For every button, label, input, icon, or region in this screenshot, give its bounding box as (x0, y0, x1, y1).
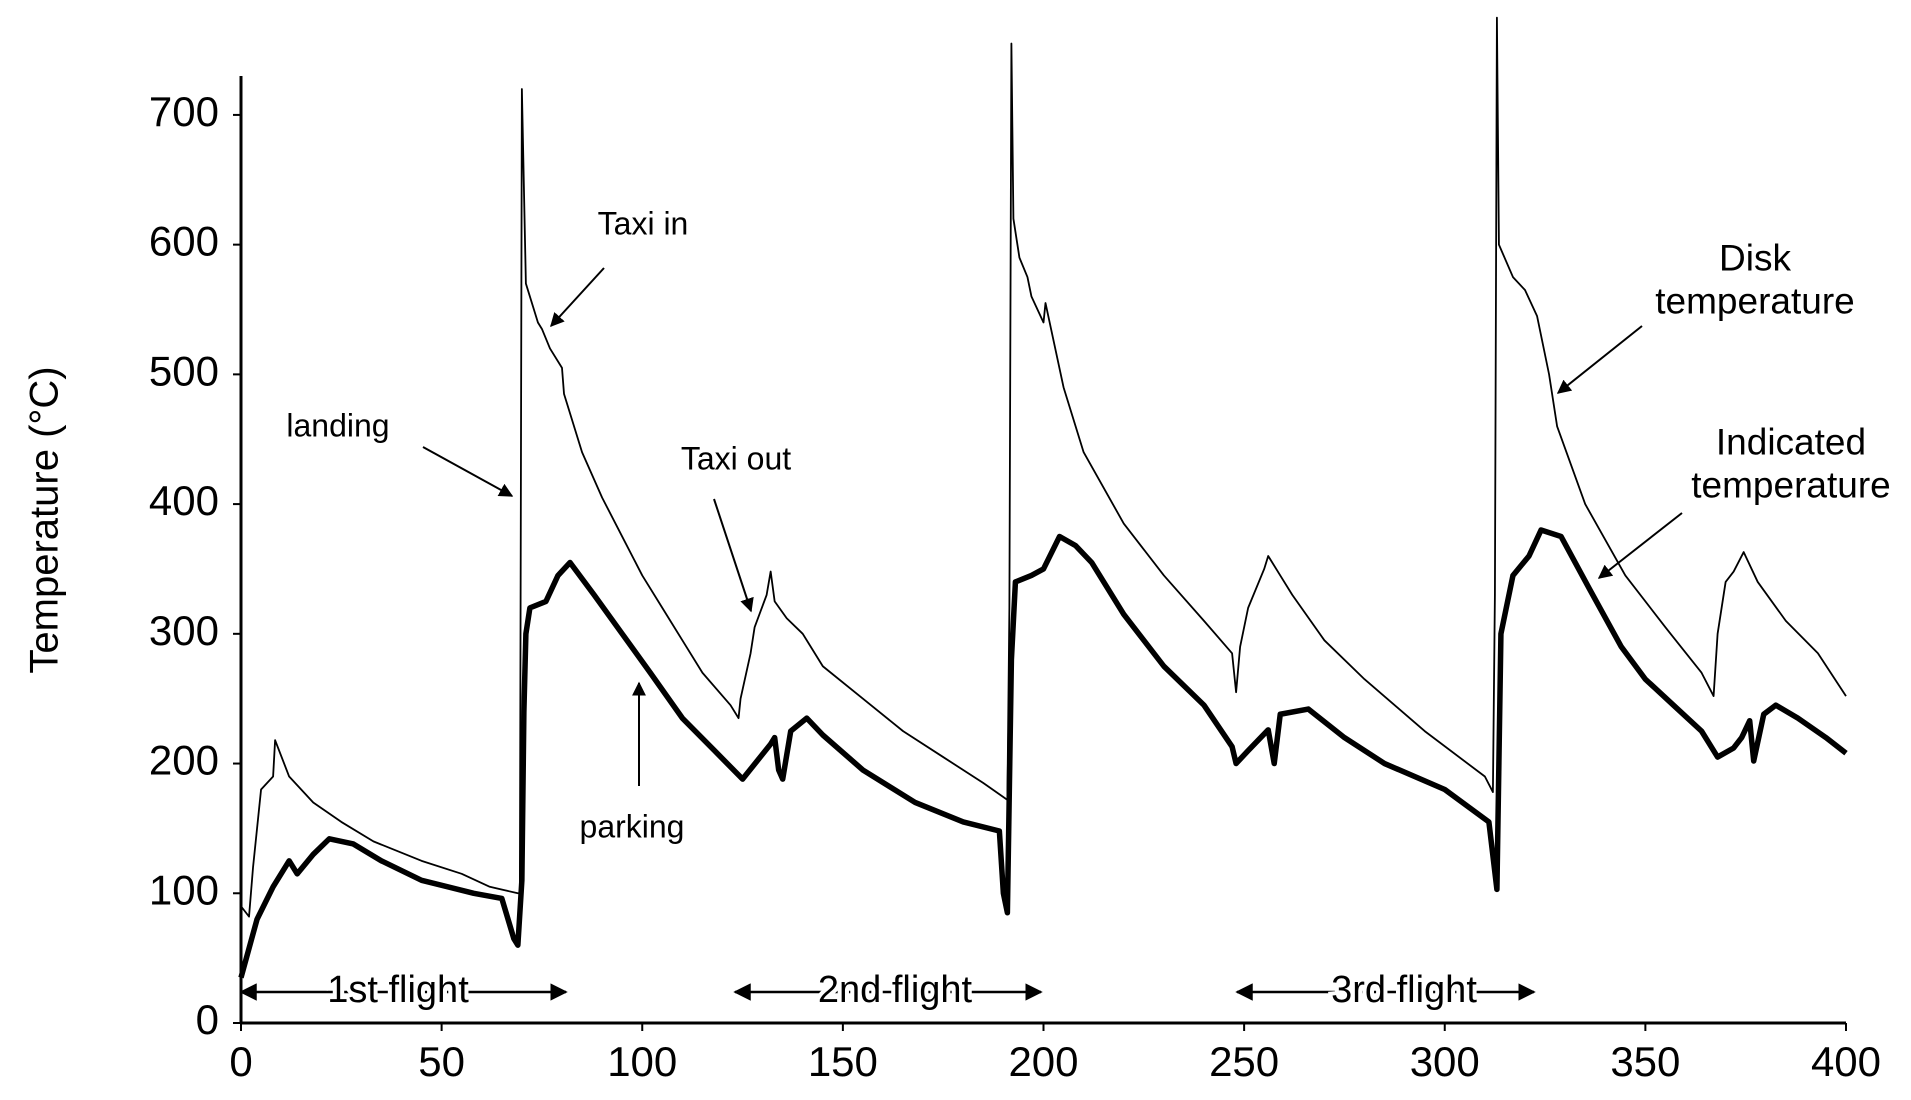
x-tick-label: 100 (607, 1038, 677, 1085)
x-tick-label: 0 (229, 1038, 252, 1085)
x-tick-label: 200 (1008, 1038, 1078, 1085)
x-tick-label: 350 (1610, 1038, 1680, 1085)
series-line (238, 527, 1848, 979)
y-axis-label: Temperature (°C) (23, 366, 67, 673)
y-tick-label: 0 (196, 996, 219, 1043)
annotation: Taxi out (681, 440, 791, 476)
series-line (240, 16, 1847, 918)
x-tick-label: 50 (418, 1038, 465, 1085)
series-label: Disk temperature (1655, 237, 1855, 321)
annotation: 2nd flight (818, 969, 973, 1011)
series-label: Indicated temperature (1691, 421, 1891, 505)
annotation: 1st flight (327, 969, 469, 1011)
arrow (1556, 325, 1643, 394)
arrow (713, 498, 754, 613)
y-tick-label: 500 (149, 347, 219, 394)
x-tick-label: 400 (1811, 1038, 1881, 1085)
annotation: Taxi in (598, 205, 689, 241)
y-tick-label: 300 (149, 607, 219, 654)
arrow (1597, 512, 1683, 579)
x-tick-label: 150 (808, 1038, 878, 1085)
arrow (422, 446, 514, 497)
axes: 0 100 200 300 400 500 600 700 0 50 100 150 200 250 300… (149, 76, 1881, 1085)
lines (238, 16, 1848, 979)
annotations: Taxi in landing Taxi out parking 1st flight 2… (286, 205, 1481, 1015)
annotation: landing (286, 407, 389, 443)
x-tick-label: 250 (1209, 1038, 1279, 1085)
y-tick-label: 100 (149, 866, 219, 913)
y-tick-label: 600 (149, 218, 219, 265)
y-tick-label: 200 (149, 737, 219, 784)
annotation: parking (580, 808, 685, 844)
y-tick-label: 400 (149, 477, 219, 524)
arrow (550, 267, 605, 328)
annotation-arrows (239, 267, 1683, 1001)
x-tick-label: 300 (1410, 1038, 1480, 1085)
annotation: 3rd flight (1331, 969, 1477, 1011)
y-tick-label: 700 (149, 88, 219, 135)
